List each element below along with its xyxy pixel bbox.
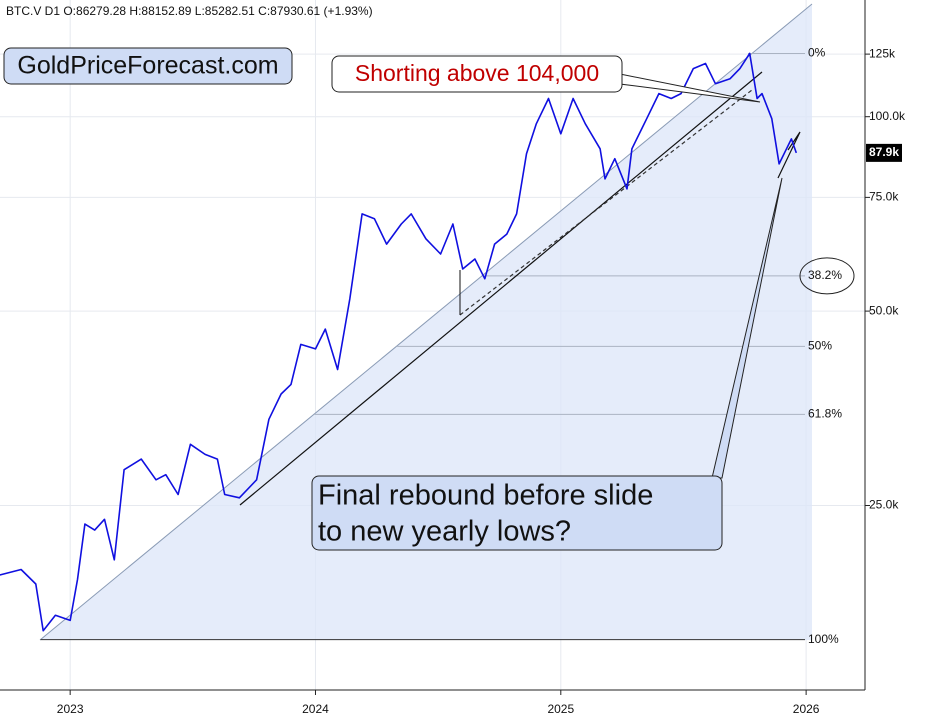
- x-tick-label: 2026: [793, 702, 820, 716]
- rebound-label: Final rebound before slide: [318, 480, 653, 512]
- level-circle: [799, 257, 855, 295]
- price-line: [0, 52, 798, 632]
- axes: 2023 2024 2025 2026 25.0k 50.0k 75.0k 100.0k 125…: [57, 46, 906, 716]
- y-tick-label: 100.0k: [869, 109, 906, 123]
- rebound-label: to new yearly lows?: [318, 516, 571, 548]
- x-tick-label: 2025: [547, 702, 574, 716]
- y-tick-label: 125k: [869, 46, 896, 60]
- trend-line-dashed: [459, 89, 753, 316]
- y-tick-label: 75.0k: [869, 190, 899, 204]
- series: [0, 52, 798, 632]
- level-label: 50%: [808, 338, 832, 352]
- shorting-label: Shorting above 104,000: [355, 60, 599, 86]
- y-tick-label: 25.0k: [869, 498, 899, 512]
- site-box: [3, 47, 293, 85]
- last-price-label: 87.9k: [869, 145, 899, 159]
- rebound-box: [311, 475, 723, 551]
- level-label: 0%: [808, 46, 826, 60]
- y-tick-label: 50.0k: [869, 303, 899, 317]
- trend-line: [239, 71, 763, 506]
- site-label: GoldPriceForecast.com: [17, 52, 278, 80]
- level-label: 38.2%: [808, 268, 842, 282]
- x-tick-label: 2024: [302, 702, 329, 716]
- diagonal: [39, 3, 813, 641]
- shorting-box: [331, 55, 623, 93]
- levels: 0% 38.2% 50% 61.8% 100%: [40, 46, 855, 646]
- wedge: [777, 131, 801, 179]
- header: BTC.V D1 O:86279.28 H:88152.89 L:85282.5…: [6, 4, 373, 18]
- level-label: 100%: [808, 632, 839, 646]
- x-tick-label: 2023: [57, 702, 84, 716]
- level-label: 61.8%: [808, 407, 842, 421]
- last-price-box: [866, 143, 902, 162]
